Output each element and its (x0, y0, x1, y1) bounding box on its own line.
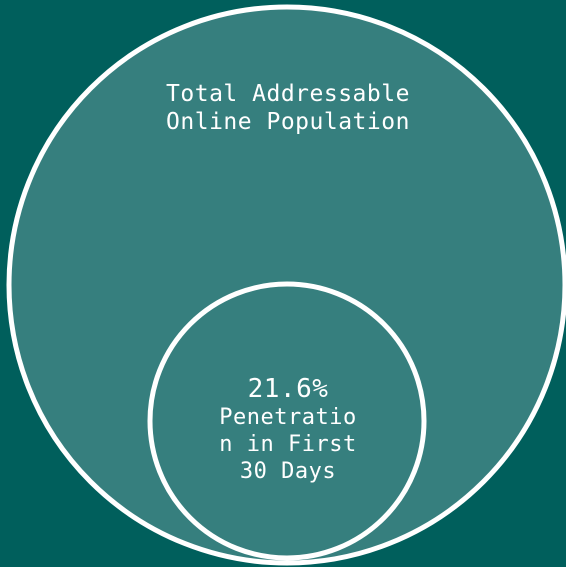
inner-circle-value: 21.6% (247, 374, 329, 404)
inner-circle-label: Penetratio n in First 30 Days (219, 405, 357, 484)
inner-circle-penetration (147, 281, 427, 561)
outer-circle-label: Total Addressable Online Population (166, 81, 410, 135)
